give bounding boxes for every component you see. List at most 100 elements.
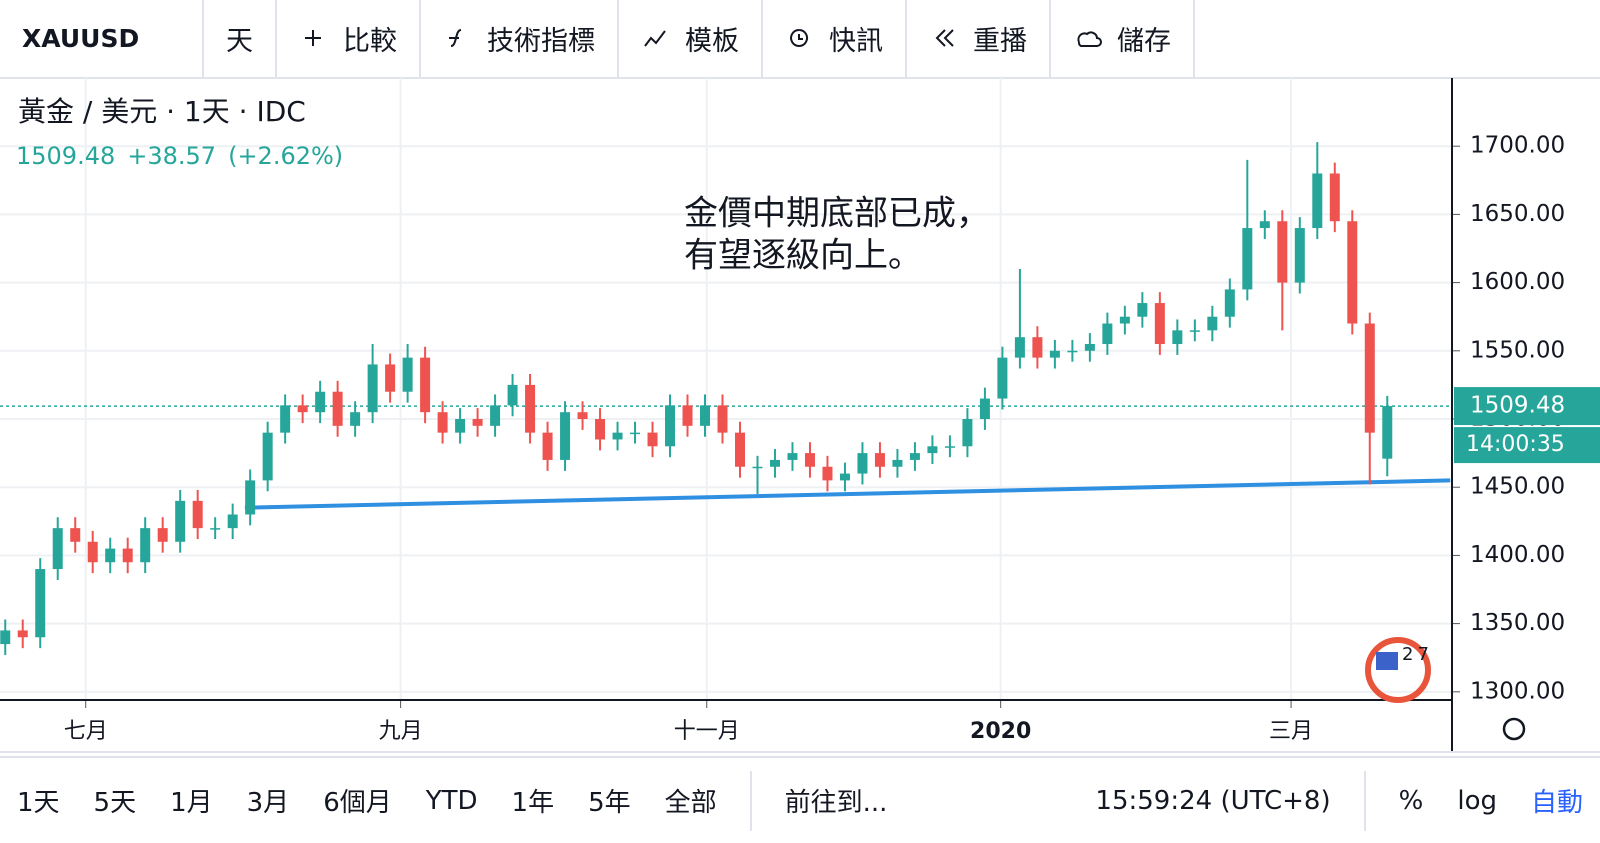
price-label-bg [1454, 387, 1600, 426]
toolbar-button[interactable]: 模板 [619, 0, 763, 77]
icon [1077, 30, 1102, 47]
x-tick-label: 2020 [970, 719, 1031, 744]
candle-body [1032, 337, 1043, 358]
candle-body [1294, 228, 1305, 283]
candle-body [665, 405, 676, 447]
range-button[interactable]: 1天 [17, 788, 60, 818]
icon-path [644, 29, 666, 47]
candle-body [280, 405, 291, 433]
candle-body [297, 405, 308, 413]
range-button[interactable]: 1年 [511, 788, 555, 818]
icon [305, 29, 321, 46]
candle-body [1329, 173, 1340, 222]
price-label: 1509.48 [1470, 393, 1565, 419]
candle-body [210, 528, 221, 530]
candle-body [1259, 221, 1270, 229]
range-button[interactable]: 5年 [588, 788, 631, 818]
candle-body [52, 528, 63, 570]
candle-body [700, 405, 711, 426]
price-change: +38.57 [127, 142, 216, 170]
candle-body [1277, 221, 1288, 283]
icon-path [449, 28, 462, 47]
candle-body [542, 432, 553, 460]
log-toggle[interactable]: log [1457, 785, 1497, 816]
icon [449, 28, 462, 47]
candle-body [1224, 289, 1235, 317]
candle-body [577, 412, 588, 420]
y-tick-label: 1350.00 [1470, 610, 1565, 636]
candle-body [1084, 343, 1095, 351]
toolbar-label: 快訊 [829, 26, 883, 57]
percent-toggle[interactable]: % [1398, 785, 1424, 816]
candle-body [682, 405, 693, 426]
candle-body [1189, 330, 1200, 332]
candle-body [227, 514, 238, 529]
toolbar-label: 儲存 [1117, 26, 1171, 57]
range-button[interactable]: 全部 [664, 788, 717, 818]
y-tick-label: 1400.00 [1470, 542, 1565, 568]
x-tick-label: 七月 [64, 719, 108, 744]
candle-body [874, 453, 885, 467]
candle-body [595, 419, 606, 440]
chart: 1300.001350.001400.001450.001500.001550.… [0, 78, 1600, 753]
goto-button[interactable]: 前往到... [784, 788, 888, 818]
range-button[interactable]: YTD [425, 785, 478, 816]
trendline [244, 478, 1451, 510]
y-tick-label: 1600.00 [1470, 269, 1565, 295]
candle-body [560, 412, 571, 460]
candle-body [857, 453, 868, 474]
icon [644, 29, 666, 47]
y-tick-label: 1650.00 [1470, 201, 1565, 227]
candle-body [1154, 303, 1165, 344]
candle-body [525, 384, 536, 433]
candle-body [17, 630, 28, 638]
range-button[interactable]: 1月 [170, 788, 213, 818]
toolbar-button[interactable]: 重播 [907, 0, 1051, 77]
candle-body [35, 569, 46, 638]
range-button[interactable]: 6個月 [323, 788, 392, 818]
toolbar-label: 天 [226, 26, 253, 57]
logo [1376, 652, 1398, 670]
candle-body [455, 419, 466, 433]
candle-body [122, 548, 133, 563]
candle-body [1364, 323, 1375, 433]
candle-body [1382, 406, 1393, 459]
chart-title: 黃金 / 美元 · 1天 · IDC [18, 95, 306, 128]
candle-body [1119, 316, 1130, 324]
range-button[interactable]: 5天 [93, 788, 137, 818]
candle-body [1312, 173, 1323, 229]
candle-body [979, 398, 990, 420]
settings-icon [1502, 717, 1526, 741]
toolbar-button[interactable]: 儲存 [1051, 0, 1195, 77]
toolbar-button[interactable]: 技術指標 [421, 0, 619, 77]
icon [790, 28, 808, 47]
candle-body [87, 541, 98, 563]
logo [1365, 637, 1431, 703]
symbol[interactable]: XAUUSD [0, 0, 204, 77]
candle-body [1067, 350, 1078, 353]
candle-body [927, 446, 938, 454]
candle-body [402, 357, 413, 392]
candle-body [717, 405, 728, 433]
candle-body [822, 466, 833, 481]
candle-body [105, 548, 116, 563]
toolbar-button[interactable]: 天 [204, 0, 277, 77]
price-header: 1509.48 +38.57 (+2.62%) [16, 142, 343, 170]
x-tick-label: 十一月 [674, 719, 740, 744]
auto-toggle[interactable]: 自動 [1530, 788, 1583, 818]
candle-body [1137, 303, 1148, 317]
toolbar-label: 比較 [343, 26, 397, 57]
toolbar-label: 技術指標 [487, 26, 595, 57]
toolbar-button[interactable]: 快訊 [763, 0, 907, 77]
candle-body [315, 391, 326, 413]
candle-body [909, 453, 920, 460]
toolbar-button[interactable]: 比較 [277, 0, 421, 77]
toolbar: XAUUSD 天 比較 技術指標 模板 快訊 重播 儲存 [0, 0, 1600, 79]
clock[interactable]: 15:59:24 (UTC+8) [1095, 785, 1331, 816]
candle-body [892, 459, 903, 467]
candle-body [1014, 337, 1025, 358]
candle-body [0, 630, 11, 645]
candle-body [962, 419, 973, 447]
range-button[interactable]: 3月 [246, 788, 290, 818]
y-tick-label: 1700.00 [1470, 133, 1565, 159]
